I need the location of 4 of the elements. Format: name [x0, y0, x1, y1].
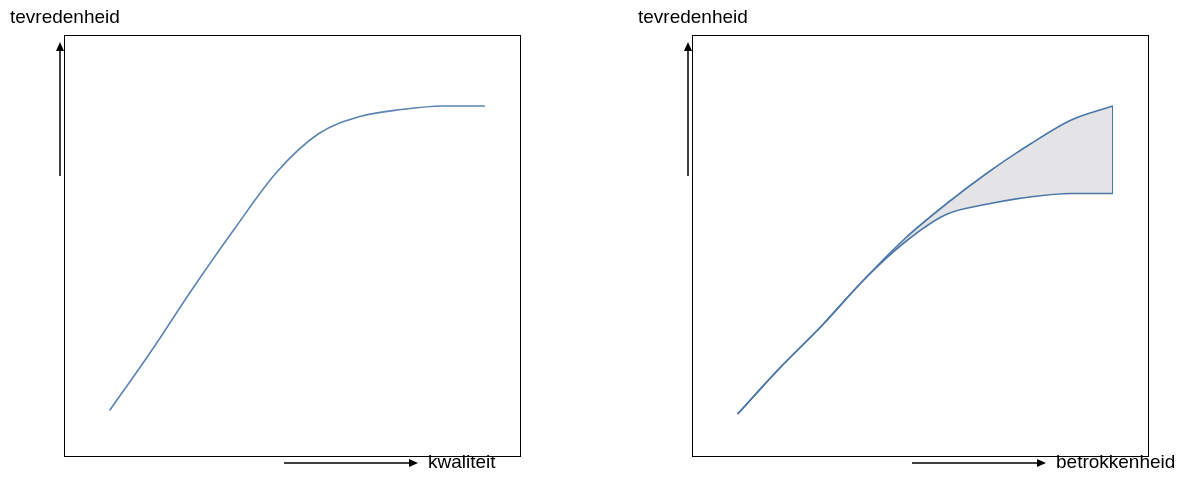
y-axis-title: tevredenheid: [638, 6, 748, 28]
y-axis-title: tevredenheid: [10, 6, 120, 28]
x-axis-title: kwaliteit: [428, 451, 496, 473]
x-axis-title: betrokkenheid: [1056, 451, 1176, 473]
